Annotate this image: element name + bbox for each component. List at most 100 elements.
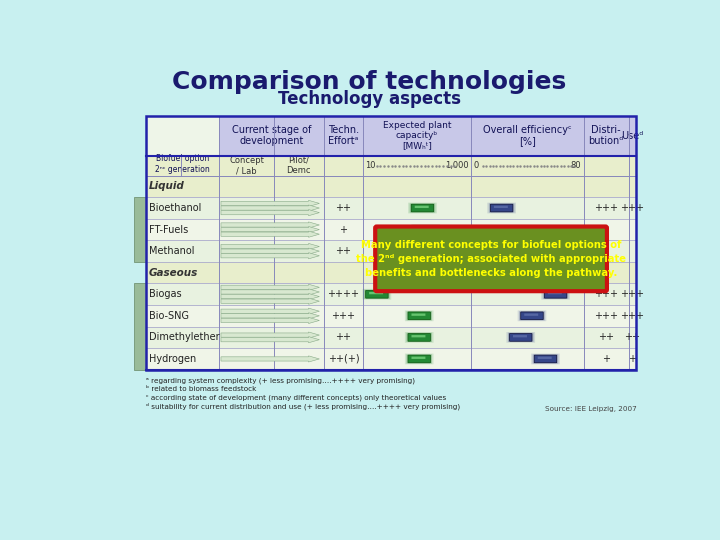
FancyBboxPatch shape [494, 206, 508, 208]
FancyBboxPatch shape [415, 247, 437, 255]
FancyBboxPatch shape [366, 291, 388, 298]
FancyArrow shape [221, 318, 320, 323]
FancyBboxPatch shape [408, 355, 431, 363]
FancyArrow shape [221, 226, 320, 233]
Text: FT-Fuels: FT-Fuels [149, 225, 188, 234]
FancyBboxPatch shape [544, 291, 567, 298]
FancyBboxPatch shape [408, 334, 431, 341]
Bar [145, 219, 636, 240]
FancyBboxPatch shape [406, 354, 432, 363]
FancyBboxPatch shape [538, 356, 552, 359]
FancyBboxPatch shape [413, 247, 438, 256]
FancyBboxPatch shape [548, 292, 562, 294]
Text: Liquid: Liquid [149, 181, 184, 192]
FancyBboxPatch shape [413, 225, 438, 234]
Text: Bioethanol: Bioethanol [149, 203, 202, 213]
Text: Biogas: Biogas [149, 289, 181, 299]
FancyBboxPatch shape [418, 227, 432, 230]
Text: ++++: ++++ [328, 289, 359, 299]
Text: +++: +++ [594, 203, 618, 213]
Text: Comparison of technologies: Comparison of technologies [172, 70, 566, 94]
FancyArrow shape [221, 200, 320, 206]
Text: ᶜ according state of development (many different concepts) only theoretical valu: ᶜ according state of development (many d… [145, 394, 446, 401]
FancyArrow shape [221, 336, 320, 343]
FancyBboxPatch shape [519, 311, 545, 320]
Text: +++: +++ [594, 311, 618, 321]
FancyBboxPatch shape [418, 249, 432, 251]
Text: 1,000: 1,000 [446, 161, 469, 170]
FancyBboxPatch shape [521, 312, 543, 320]
Text: Distri-
butionᵈ: Distri- butionᵈ [588, 125, 624, 146]
FancyArrow shape [221, 313, 320, 319]
Bar [145, 156, 636, 176]
FancyBboxPatch shape [415, 247, 437, 255]
Bar [145, 327, 636, 348]
Bar [145, 284, 636, 305]
Text: 80: 80 [571, 161, 581, 170]
Text: Pilot/
Demc: Pilot/ Demc [287, 156, 311, 176]
FancyBboxPatch shape [508, 333, 534, 342]
FancyBboxPatch shape [524, 314, 538, 316]
FancyBboxPatch shape [534, 355, 557, 363]
FancyArrow shape [221, 210, 320, 215]
Text: +++: +++ [621, 311, 644, 321]
Text: Gaseous: Gaseous [149, 268, 198, 278]
FancyBboxPatch shape [513, 335, 527, 338]
Text: Biofuel option
2ⁿᶜ generation: Biofuel option 2ⁿᶜ generation [156, 154, 210, 174]
FancyBboxPatch shape [411, 204, 433, 212]
FancyBboxPatch shape [521, 312, 543, 320]
FancyBboxPatch shape [541, 289, 570, 300]
FancyBboxPatch shape [506, 332, 535, 343]
FancyArrow shape [221, 253, 320, 259]
Text: Source: IEE Leipzig, 2007: Source: IEE Leipzig, 2007 [544, 406, 636, 412]
Text: Hydrogen: Hydrogen [149, 354, 196, 364]
FancyBboxPatch shape [405, 310, 433, 321]
FancyBboxPatch shape [406, 311, 432, 320]
FancyBboxPatch shape [408, 312, 431, 320]
FancyBboxPatch shape [489, 204, 514, 213]
Text: 0: 0 [474, 161, 479, 170]
FancyBboxPatch shape [415, 206, 428, 208]
FancyBboxPatch shape [411, 356, 426, 359]
Bar [145, 176, 636, 197]
Bar [134, 197, 145, 262]
Text: Useᵈ: Useᵈ [621, 131, 644, 140]
Bar [145, 305, 636, 327]
Bar [145, 116, 636, 370]
FancyArrow shape [221, 284, 320, 291]
FancyBboxPatch shape [405, 332, 433, 343]
Text: Current stage of
development: Current stage of development [232, 125, 312, 146]
Text: Many different concepts for biofuel options of
the 2ⁿᵈ generation; associated wi: Many different concepts for biofuel opti… [356, 240, 626, 278]
Bar [145, 348, 636, 370]
Bar [134, 284, 145, 370]
FancyArrow shape [221, 205, 320, 211]
Bar [145, 240, 636, 262]
FancyBboxPatch shape [411, 224, 440, 235]
FancyBboxPatch shape [369, 292, 383, 294]
Text: +: + [602, 354, 610, 364]
Text: +: + [629, 354, 636, 364]
FancyBboxPatch shape [415, 226, 437, 233]
FancyBboxPatch shape [405, 354, 433, 364]
FancyBboxPatch shape [406, 333, 432, 342]
FancyArrow shape [221, 332, 320, 338]
FancyBboxPatch shape [487, 202, 516, 213]
FancyArrow shape [221, 298, 320, 304]
FancyBboxPatch shape [366, 291, 388, 298]
FancyBboxPatch shape [408, 355, 431, 363]
FancyBboxPatch shape [410, 204, 436, 213]
FancyArrow shape [221, 289, 320, 295]
Text: Dimethylether: Dimethylether [149, 333, 220, 342]
Bar [145, 116, 220, 156]
Text: Bio-SNG: Bio-SNG [149, 311, 189, 321]
FancyBboxPatch shape [543, 289, 568, 299]
FancyBboxPatch shape [510, 334, 532, 341]
FancyBboxPatch shape [408, 334, 431, 341]
FancyBboxPatch shape [411, 204, 433, 212]
FancyBboxPatch shape [534, 355, 557, 363]
Text: ++: ++ [336, 333, 351, 342]
FancyArrow shape [221, 294, 320, 300]
FancyArrow shape [221, 248, 320, 254]
FancyBboxPatch shape [518, 310, 546, 321]
Bar [220, 116, 636, 156]
